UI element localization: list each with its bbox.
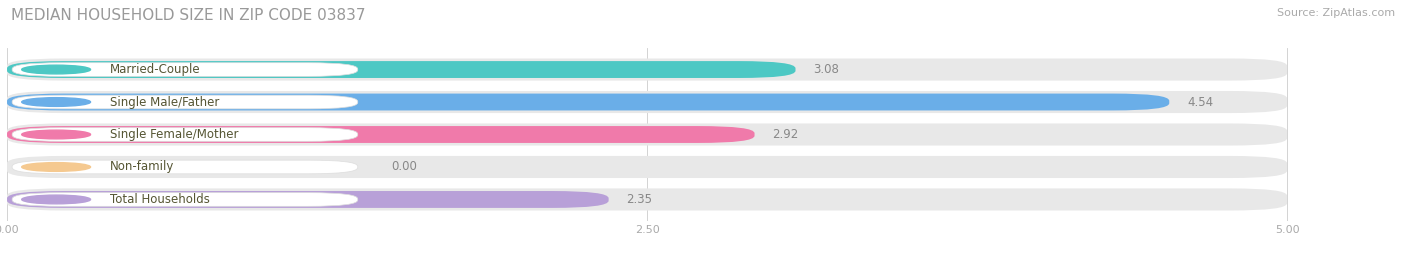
Text: Total Households: Total Households xyxy=(110,193,211,206)
FancyBboxPatch shape xyxy=(7,191,609,208)
FancyBboxPatch shape xyxy=(13,63,357,76)
Text: Single Female/Mother: Single Female/Mother xyxy=(110,128,239,141)
FancyBboxPatch shape xyxy=(13,95,357,109)
Text: 0.00: 0.00 xyxy=(391,161,418,174)
Text: 4.54: 4.54 xyxy=(1187,95,1213,108)
Text: 2.92: 2.92 xyxy=(772,128,799,141)
Text: Single Male/Father: Single Male/Father xyxy=(110,95,219,108)
FancyBboxPatch shape xyxy=(7,61,796,78)
Text: Non-family: Non-family xyxy=(110,161,174,174)
FancyBboxPatch shape xyxy=(13,193,357,206)
Text: Source: ZipAtlas.com: Source: ZipAtlas.com xyxy=(1277,8,1395,18)
Circle shape xyxy=(21,195,90,204)
Circle shape xyxy=(21,98,90,106)
FancyBboxPatch shape xyxy=(7,188,1286,211)
FancyBboxPatch shape xyxy=(7,58,1286,81)
FancyBboxPatch shape xyxy=(7,94,1170,111)
FancyBboxPatch shape xyxy=(13,160,357,174)
FancyBboxPatch shape xyxy=(13,128,357,141)
Text: MEDIAN HOUSEHOLD SIZE IN ZIP CODE 03837: MEDIAN HOUSEHOLD SIZE IN ZIP CODE 03837 xyxy=(11,8,366,23)
Circle shape xyxy=(21,65,90,74)
Text: 2.35: 2.35 xyxy=(627,193,652,206)
Text: 3.08: 3.08 xyxy=(814,63,839,76)
FancyBboxPatch shape xyxy=(7,126,755,143)
Text: Married-Couple: Married-Couple xyxy=(110,63,201,76)
Circle shape xyxy=(21,130,90,139)
Circle shape xyxy=(21,163,90,171)
FancyBboxPatch shape xyxy=(7,91,1286,113)
FancyBboxPatch shape xyxy=(7,156,1286,178)
FancyBboxPatch shape xyxy=(7,123,1286,146)
